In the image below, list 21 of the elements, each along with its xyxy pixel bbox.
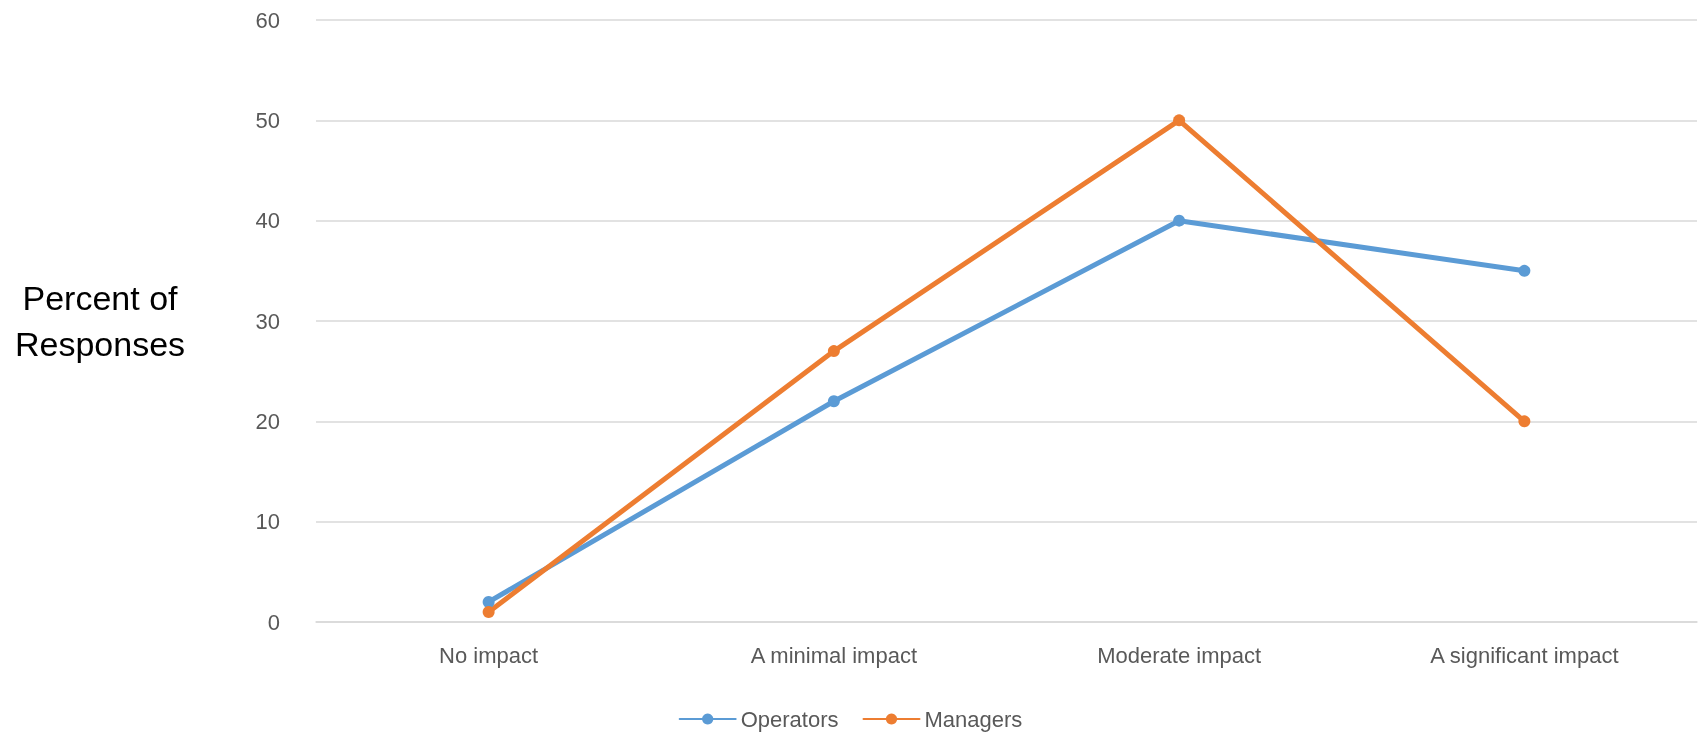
point bbox=[1518, 415, 1531, 428]
legend-label: Operators bbox=[740, 706, 839, 732]
y-tick-label: 40 bbox=[255, 208, 280, 234]
y-tick-label: 50 bbox=[255, 107, 280, 133]
y-tick-label: 20 bbox=[255, 408, 280, 434]
y-tick-label: 0 bbox=[267, 609, 280, 635]
point bbox=[1173, 214, 1186, 227]
point bbox=[827, 395, 840, 408]
point bbox=[482, 605, 495, 618]
legend-label: Managers bbox=[924, 706, 1023, 732]
x-tick-label: No impact bbox=[439, 642, 539, 668]
point bbox=[1518, 264, 1531, 277]
point bbox=[1173, 114, 1186, 127]
y-tick-label: 10 bbox=[255, 509, 280, 535]
y-axis-title: Percent of Responses bbox=[14, 279, 186, 363]
x-tick-label: A significant impact bbox=[1430, 642, 1619, 668]
y-tick-label: 60 bbox=[255, 7, 280, 33]
x-tick-label: A minimal impact bbox=[750, 642, 918, 668]
x-tick-label: Moderate impact bbox=[1097, 642, 1262, 668]
point bbox=[827, 345, 840, 358]
y-tick-label: 30 bbox=[255, 308, 280, 334]
